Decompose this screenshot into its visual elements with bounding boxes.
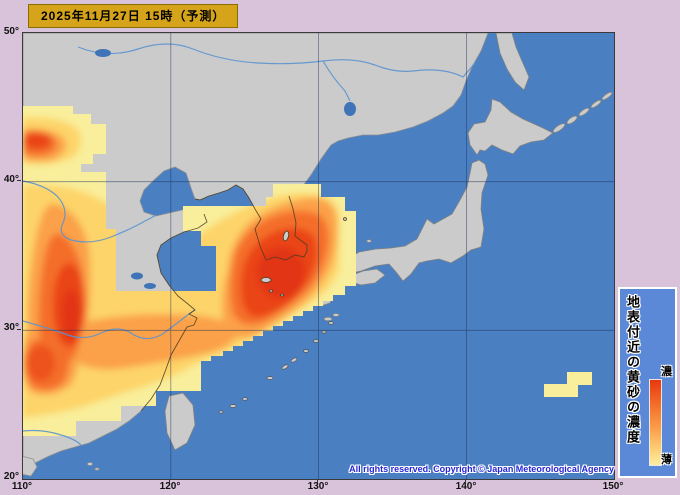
hokkaido bbox=[467, 98, 554, 156]
lat-label-50: 50° bbox=[3, 26, 19, 37]
legend-colorbar bbox=[649, 379, 662, 466]
copyright-notice: All rights reserved. Copyright © Japan M… bbox=[349, 464, 614, 474]
legend-dense-label: 濃 bbox=[661, 366, 672, 378]
rivers bbox=[23, 43, 476, 446]
dust-level5 bbox=[62, 247, 305, 341]
axis-tick bbox=[169, 479, 170, 483]
coastline-overlay bbox=[140, 184, 308, 412]
axis-tick bbox=[465, 479, 466, 483]
lon-label-110: 110° bbox=[11, 481, 33, 492]
dust-patch-east bbox=[544, 372, 592, 397]
dust-overlay bbox=[23, 106, 356, 436]
lat-label-20: 20° bbox=[3, 471, 19, 482]
axis-tick bbox=[317, 479, 318, 483]
lat-label-40: 40° bbox=[3, 174, 19, 185]
concentration-legend: 地表付近の黄砂の濃度 濃 薄 bbox=[618, 287, 677, 478]
lakes bbox=[95, 49, 356, 289]
lon-label-150: 150° bbox=[602, 481, 624, 492]
axis-tick bbox=[17, 329, 21, 330]
lon-label-140: 140° bbox=[455, 481, 477, 492]
islands-over-dust bbox=[260, 217, 347, 297]
ryukyu-islands bbox=[218, 321, 334, 414]
sakhalin bbox=[495, 33, 530, 91]
forecast-datetime-badge: 2025年11月27日 15時（予測） bbox=[28, 4, 239, 28]
legend-title: 地表付近の黄砂の濃度 bbox=[625, 295, 640, 445]
map-canvas bbox=[23, 33, 614, 479]
honshu bbox=[331, 159, 489, 282]
lat-label-30: 30° bbox=[3, 322, 19, 333]
taiwan bbox=[164, 392, 196, 451]
lon-label-120: 120° bbox=[159, 481, 181, 492]
forecast-map bbox=[22, 32, 615, 480]
axis-tick bbox=[17, 180, 21, 181]
legend-thin-label: 薄 bbox=[661, 454, 672, 466]
lon-label-130: 130° bbox=[307, 481, 329, 492]
grid-lines bbox=[23, 33, 614, 479]
